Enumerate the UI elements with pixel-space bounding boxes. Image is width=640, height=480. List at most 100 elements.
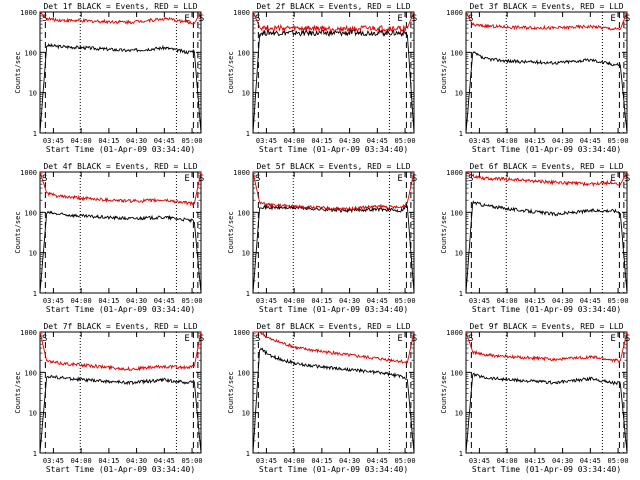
x-tick-label: 03:45 xyxy=(469,297,490,305)
y-tick-label: 1000 xyxy=(233,169,250,177)
plot-frame xyxy=(465,171,628,294)
x-tick-label: 04:45 xyxy=(367,297,388,305)
y-tick-label: 10 xyxy=(29,90,37,98)
x-tick-label: 04:00 xyxy=(497,297,518,305)
plot-frame xyxy=(39,331,202,454)
x-axis-label: Start Time (01-Apr-09 03:34:40) xyxy=(472,465,621,474)
series-line-lld xyxy=(39,11,202,26)
y-tick-label: 1 xyxy=(33,290,37,298)
y-tick-label: 10 xyxy=(29,410,37,418)
x-tick-label: 05:00 xyxy=(608,137,629,145)
chart-panel-2: Det 2f BLACK = Events, RED = LLD 1 10 100 10… xyxy=(227,2,417,154)
x-tick-label: 04:45 xyxy=(154,457,175,465)
x-tick-label: 05:00 xyxy=(395,457,416,465)
series-line-events xyxy=(465,200,628,294)
chart-panel-9: Det 9f BLACK = Events, RED = LLD 1 10 100 10… xyxy=(440,322,630,474)
series-line-events xyxy=(39,374,202,454)
x-tick-label: 03:45 xyxy=(256,457,277,465)
plot-frame xyxy=(252,331,415,454)
series-line-events xyxy=(252,203,415,294)
x-axis-label: Start Time (01-Apr-09 03:34:40) xyxy=(259,145,408,154)
event-label-s: S xyxy=(255,14,260,24)
y-tick-label: 100 xyxy=(24,49,37,57)
x-tick-label: 04:15 xyxy=(524,137,545,145)
y-tick-label: 10 xyxy=(455,250,463,258)
chart-title: Det 5f BLACK = Events, RED = LLD xyxy=(256,162,410,171)
x-tick-label: 05:00 xyxy=(182,137,203,145)
chart-title: Det 3f BLACK = Events, RED = LLD xyxy=(469,2,623,11)
plot-frame xyxy=(465,11,628,134)
chart-title: Det 1f BLACK = Events, RED = LLD xyxy=(43,2,197,11)
event-label-s-end: S xyxy=(625,174,630,184)
event-label-s: S xyxy=(42,14,47,24)
x-tick-label: 04:45 xyxy=(367,457,388,465)
x-tick-label: 04:30 xyxy=(552,457,573,465)
series-line-lld xyxy=(39,171,202,207)
x-axis-label: Start Time (01-Apr-09 03:34:40) xyxy=(472,145,621,154)
x-axis-label: Start Time (01-Apr-09 03:34:40) xyxy=(472,305,621,314)
y-axis-label: Counts/sec xyxy=(227,371,235,413)
x-tick-label: 04:30 xyxy=(339,297,360,305)
y-tick-label: 1 xyxy=(459,130,463,138)
series-line-lld xyxy=(465,171,628,188)
y-axis-label: Counts/sec xyxy=(14,51,22,93)
plot-frame xyxy=(39,11,202,134)
x-tick-label: 04:30 xyxy=(126,137,147,145)
event-label-s: S xyxy=(255,174,260,184)
y-tick-label: 1000 xyxy=(233,9,250,17)
x-tick-label: 04:45 xyxy=(154,297,175,305)
event-label-s-end: S xyxy=(199,14,204,24)
x-axis-label: Start Time (01-Apr-09 03:34:40) xyxy=(46,465,195,474)
chart-title: Det 6f BLACK = Events, RED = LLD xyxy=(469,162,623,171)
series-line-lld xyxy=(252,171,415,212)
x-tick-label: 05:00 xyxy=(608,297,629,305)
y-tick-label: 100 xyxy=(450,49,463,57)
y-tick-label: 10 xyxy=(455,410,463,418)
event-label-s-end: S xyxy=(199,174,204,184)
event-label-e: E xyxy=(397,334,402,344)
x-tick-label: 03:45 xyxy=(469,457,490,465)
y-axis-label: Counts/sec xyxy=(227,211,235,253)
x-tick-label: 04:00 xyxy=(497,137,518,145)
x-tick-label: 04:00 xyxy=(71,457,92,465)
x-tick-label: 03:45 xyxy=(256,137,277,145)
event-label-s: S xyxy=(255,334,260,344)
chart-panel-7: Det 7f BLACK = Events, RED = LLD 1 10 100 10… xyxy=(14,322,204,474)
y-tick-label: 1000 xyxy=(446,9,463,17)
series-line-events xyxy=(252,28,415,134)
x-tick-label: 03:45 xyxy=(43,137,64,145)
x-tick-label: 04:30 xyxy=(126,457,147,465)
chart-title: Det 8f BLACK = Events, RED = LLD xyxy=(256,322,410,331)
event-label-s: S xyxy=(468,174,473,184)
x-tick-label: 04:15 xyxy=(98,297,119,305)
event-label-s-end: S xyxy=(412,174,417,184)
x-tick-label: 03:45 xyxy=(43,297,64,305)
y-tick-label: 10 xyxy=(242,410,250,418)
x-tick-label: 04:45 xyxy=(154,137,175,145)
event-label-s-end: S xyxy=(625,334,630,344)
event-label-e: E xyxy=(610,174,615,184)
event-label-s-end: S xyxy=(412,14,417,24)
x-tick-label: 04:00 xyxy=(284,457,305,465)
y-axis-label: Counts/sec xyxy=(14,371,22,413)
series-line-events xyxy=(465,51,628,134)
chart-title: Det 9f BLACK = Events, RED = LLD xyxy=(469,322,623,331)
series-line-lld xyxy=(252,11,415,34)
y-axis-label: Counts/sec xyxy=(440,371,448,413)
x-tick-label: 05:00 xyxy=(182,297,203,305)
chart-panel-3: Det 3f BLACK = Events, RED = LLD 1 10 100 10… xyxy=(440,2,630,154)
chart-title: Det 2f BLACK = Events, RED = LLD xyxy=(256,2,410,11)
y-tick-label: 1000 xyxy=(446,169,463,177)
y-tick-label: 1 xyxy=(33,130,37,138)
x-axis-label: Start Time (01-Apr-09 03:34:40) xyxy=(46,145,195,154)
x-axis-label: Start Time (01-Apr-09 03:34:40) xyxy=(259,465,408,474)
x-tick-label: 04:15 xyxy=(524,457,545,465)
y-tick-label: 10 xyxy=(242,250,250,258)
x-tick-label: 04:00 xyxy=(284,137,305,145)
y-tick-label: 100 xyxy=(237,49,250,57)
x-tick-label: 04:15 xyxy=(311,457,332,465)
x-tick-label: 04:30 xyxy=(339,457,360,465)
x-tick-label: 04:45 xyxy=(580,457,601,465)
chart-title: Det 4f BLACK = Events, RED = LLD xyxy=(43,162,197,171)
